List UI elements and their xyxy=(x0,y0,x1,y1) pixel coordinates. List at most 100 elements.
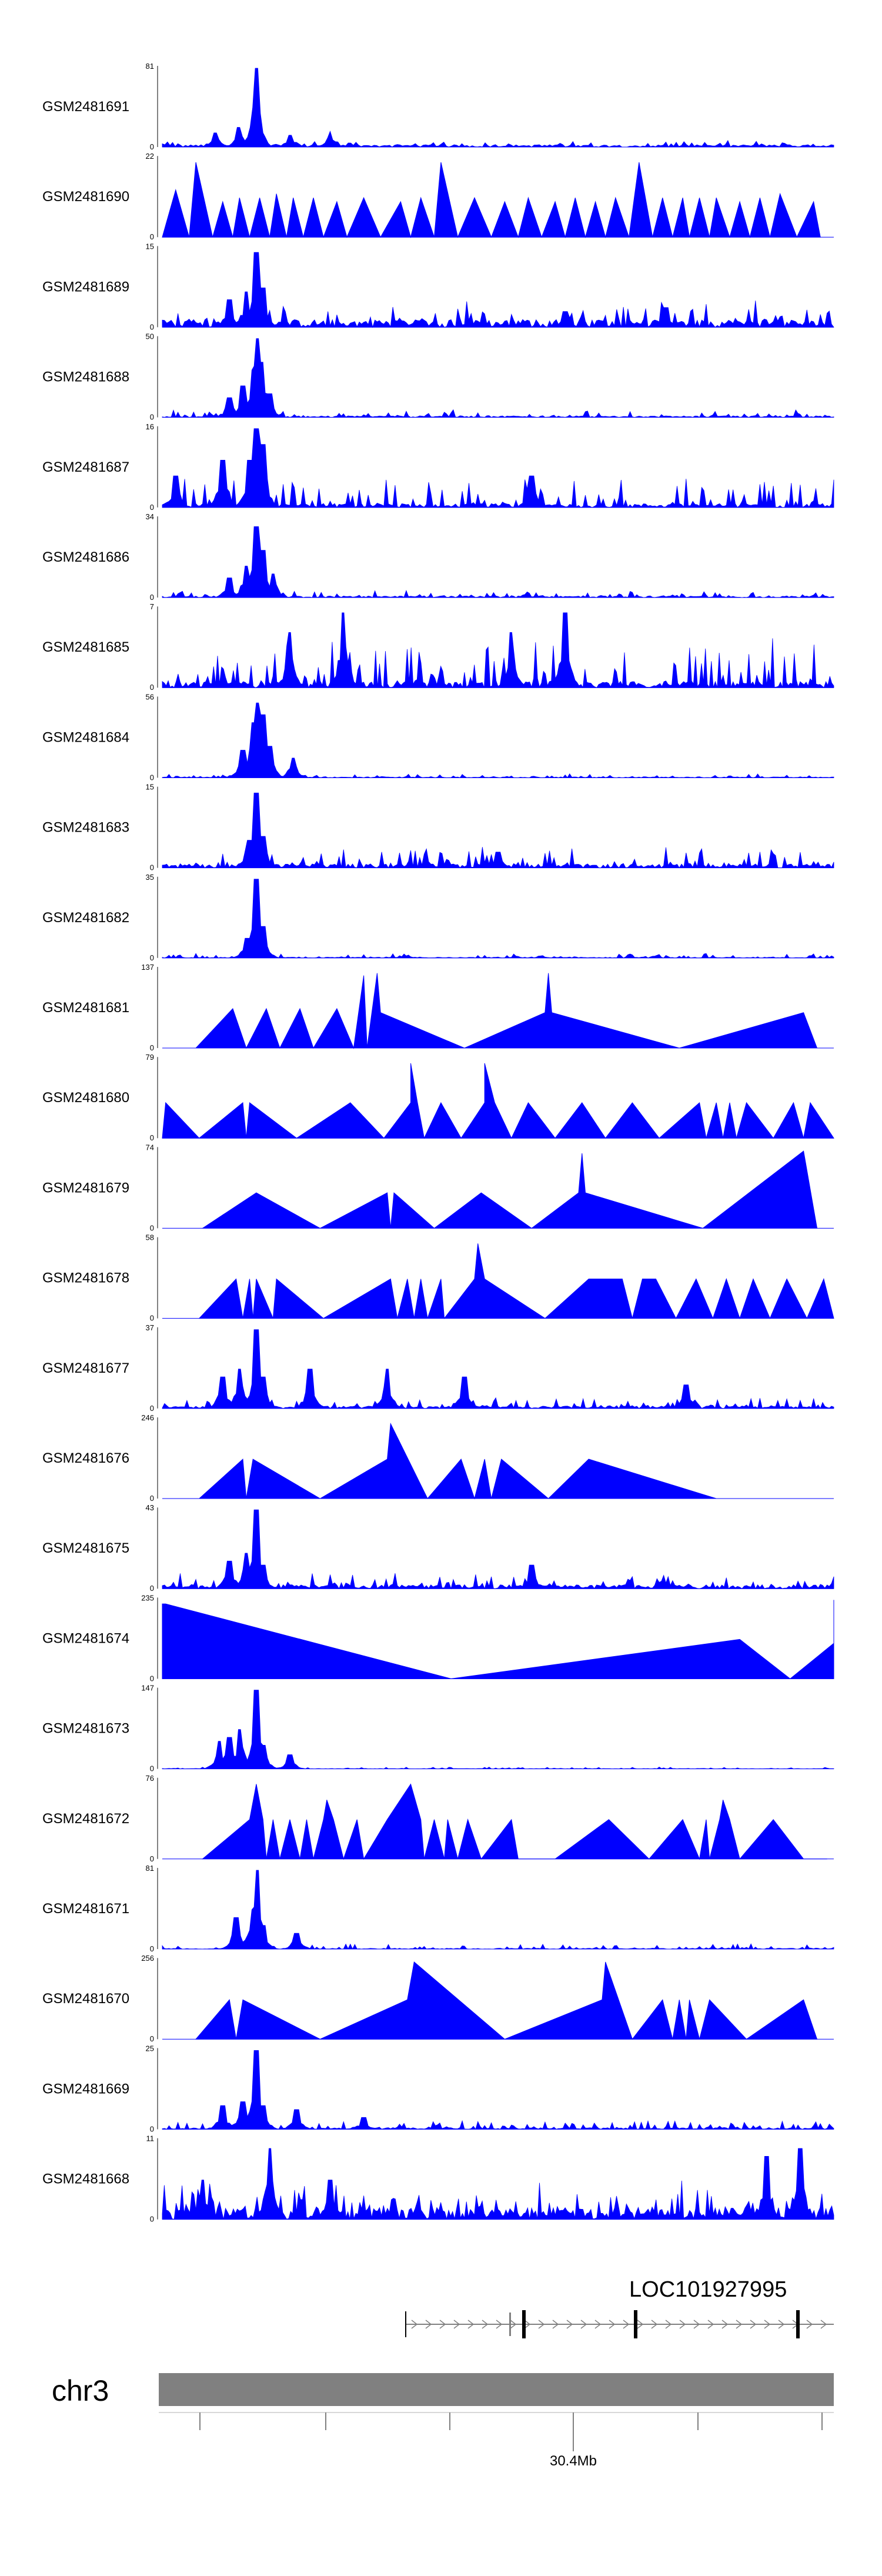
coverage-area xyxy=(202,1783,827,1860)
coverage-area xyxy=(162,792,834,869)
track-GSM2481671: GSM2481671 81 0 xyxy=(42,1864,834,1953)
y-min-label: 0 xyxy=(150,1944,154,1953)
y-max-label: 256 xyxy=(141,1954,154,1963)
strand-chevron xyxy=(721,2320,729,2329)
chromosome-bar xyxy=(159,2373,834,2406)
coverage-area xyxy=(162,526,834,598)
track-GSM2481688: GSM2481688 50 0 xyxy=(42,332,834,422)
axis-tick-label: 30.4Mb xyxy=(550,2453,597,2469)
y-min-label: 0 xyxy=(150,773,154,782)
y-min-label: 0 xyxy=(150,2034,154,2043)
gene-model xyxy=(405,2310,834,2338)
y-max-label: 235 xyxy=(141,1593,154,1602)
track-GSM2481674: GSM2481674 235 0 xyxy=(42,1593,834,1683)
track-label: GSM2481675 xyxy=(42,1540,129,1556)
track-GSM2481686: GSM2481686 34 0 xyxy=(42,512,834,602)
strand-chevron xyxy=(651,2320,658,2329)
track-GSM2481677: GSM2481677 37 0 xyxy=(42,1323,834,1413)
track-label: GSM2481683 xyxy=(42,820,129,836)
coverage-area xyxy=(162,162,821,239)
track-label: GSM2481672 xyxy=(42,1811,129,1827)
strand-chevron xyxy=(552,2320,559,2329)
track-label: GSM2481685 xyxy=(42,639,129,655)
y-min-label: 0 xyxy=(150,1404,154,1413)
y-max-label: 50 xyxy=(146,332,154,341)
gene-exon xyxy=(509,2313,511,2336)
y-max-label: 246 xyxy=(141,1413,154,1422)
track-GSM2481680: GSM2481680 79 0 xyxy=(42,1053,834,1142)
strand-chevron xyxy=(778,2320,785,2329)
strand-chevron xyxy=(453,2320,460,2329)
track-label: GSM2481678 xyxy=(42,1270,129,1286)
track-label: GSM2481671 xyxy=(42,1901,129,1917)
coverage-area xyxy=(162,1600,834,1680)
track-GSM2481687: GSM2481687 16 0 xyxy=(42,422,834,512)
strand-chevron xyxy=(566,2320,573,2329)
strand-chevron xyxy=(524,2320,531,2329)
y-max-label: 15 xyxy=(146,783,154,792)
track-GSM2481683: GSM2481683 15 0 xyxy=(42,783,834,872)
y-max-label: 81 xyxy=(146,1864,154,1873)
strand-chevron xyxy=(538,2320,545,2329)
track-label: GSM2481677 xyxy=(42,1360,129,1376)
coverage-area xyxy=(162,702,834,778)
track-GSM2481670: GSM2481670 256 0 xyxy=(42,1954,834,2043)
y-min-label: 0 xyxy=(150,593,154,602)
track-label: GSM2481673 xyxy=(42,1721,129,1737)
y-min-label: 0 xyxy=(150,1674,154,1683)
y-max-label: 79 xyxy=(146,1053,154,1062)
gene-name-label: LOC101927995 xyxy=(629,2277,787,2302)
coverage-area xyxy=(162,252,834,328)
track-GSM2481668: GSM2481668 11 0 xyxy=(42,2134,834,2224)
gene-track: LOC101927995 xyxy=(405,2277,834,2338)
y-max-label: 7 xyxy=(150,602,154,611)
y-max-label: 58 xyxy=(146,1233,154,1242)
strand-chevron xyxy=(679,2320,686,2329)
coverage-area xyxy=(162,1690,834,1770)
y-max-label: 56 xyxy=(146,692,154,701)
y-max-label: 137 xyxy=(141,963,154,972)
data-tracks: GSM2481691810GSM2481690220GSM2481689150G… xyxy=(42,62,834,2224)
strand-chevron xyxy=(750,2320,757,2329)
coverage-area xyxy=(162,612,834,689)
chromosome-ideogram: chr3 xyxy=(52,2373,834,2407)
track-label: GSM2481690 xyxy=(42,189,129,205)
y-min-label: 0 xyxy=(150,2124,154,2133)
y-max-label: 74 xyxy=(146,1143,154,1152)
track-label: GSM2481670 xyxy=(42,1991,129,2007)
track-label: GSM2481687 xyxy=(42,459,129,475)
strand-chevron xyxy=(496,2320,503,2329)
strand-chevron xyxy=(637,2320,644,2329)
track-GSM2481673: GSM2481673 147 0 xyxy=(42,1684,834,1773)
strand-chevron xyxy=(510,2320,517,2329)
coverage-area xyxy=(162,68,834,148)
coverage-area xyxy=(162,1063,834,1139)
y-min-label: 0 xyxy=(150,953,154,962)
y-max-label: 147 xyxy=(141,1684,154,1693)
strand-chevron xyxy=(609,2320,616,2329)
strand-chevron xyxy=(736,2320,743,2329)
track-label: GSM2481676 xyxy=(42,1450,129,1466)
track-label: GSM2481674 xyxy=(42,1630,129,1646)
y-max-label: 34 xyxy=(146,512,154,521)
track-GSM2481685: GSM2481685 7 0 xyxy=(42,602,834,692)
y-min-label: 0 xyxy=(150,413,154,422)
y-max-label: 25 xyxy=(146,2044,154,2053)
strand-chevron xyxy=(707,2320,714,2329)
gene-exon xyxy=(796,2310,800,2338)
y-min-label: 0 xyxy=(150,232,154,241)
y-min-label: 0 xyxy=(150,1223,154,1232)
coverage-area xyxy=(162,1509,834,1590)
coverage-area xyxy=(162,428,834,508)
y-max-label: 37 xyxy=(146,1323,154,1332)
strand-chevron xyxy=(623,2320,630,2329)
y-min-label: 0 xyxy=(150,1133,154,1142)
coverage-area xyxy=(162,1870,834,1950)
track-label: GSM2481680 xyxy=(42,1090,129,1106)
strand-chevron xyxy=(580,2320,587,2329)
y-max-label: 16 xyxy=(146,422,154,431)
y-min-label: 0 xyxy=(150,863,154,872)
track-GSM2481690: GSM2481690 22 0 xyxy=(42,152,834,241)
y-min-label: 0 xyxy=(150,2215,154,2224)
